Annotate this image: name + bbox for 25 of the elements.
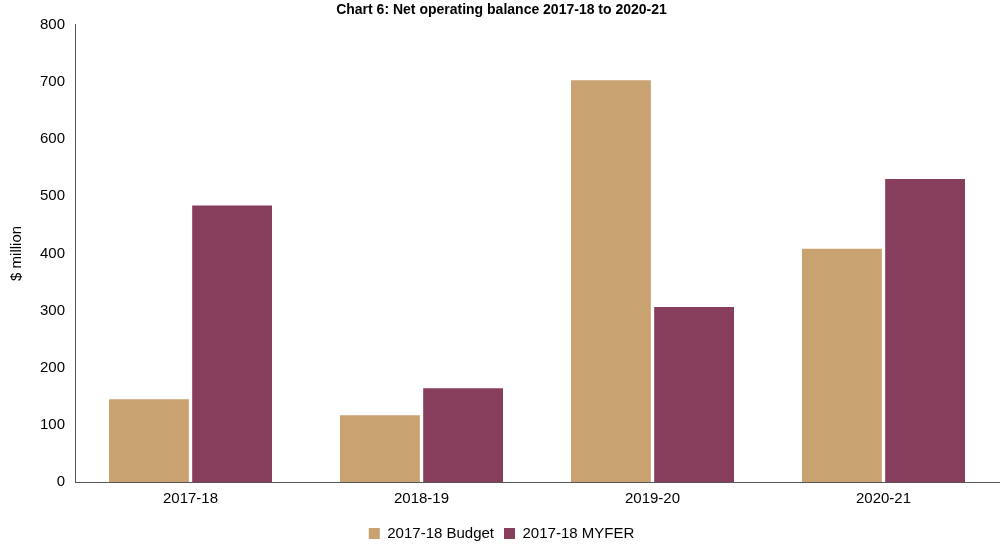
bar [192,205,273,482]
bar [885,179,965,482]
y-tick-label: 400 [40,243,66,261]
bar [340,415,420,482]
y-tick-label: 700 [40,72,66,90]
y-tick-label: 200 [40,357,66,375]
bar [802,248,882,482]
y-tick-label: 600 [40,129,66,147]
y-tick-label: 300 [40,300,66,318]
bar [571,80,651,482]
y-tick-label: 800 [40,14,66,32]
legend-label: 2017-18 Budget [387,523,495,541]
bar [654,307,735,482]
y-tick-label: 100 [40,414,66,432]
bar [423,388,504,482]
x-tick-label: 2017-18 [162,489,219,507]
x-tick-label: 2019-20 [624,489,681,507]
x-tick-label: 2020-21 [855,489,912,507]
y-axis-title: $ million [7,225,25,281]
x-tick-label: 2018-19 [393,489,450,507]
y-tick-label: 0 [56,472,66,490]
legend-label: 2017-18 MYFER [522,523,635,541]
y-tick-label: 500 [40,186,66,204]
bar [109,399,189,482]
chart-title: Chart 6: Net operating balance 2017-18 to 2020-21 [336,1,668,18]
